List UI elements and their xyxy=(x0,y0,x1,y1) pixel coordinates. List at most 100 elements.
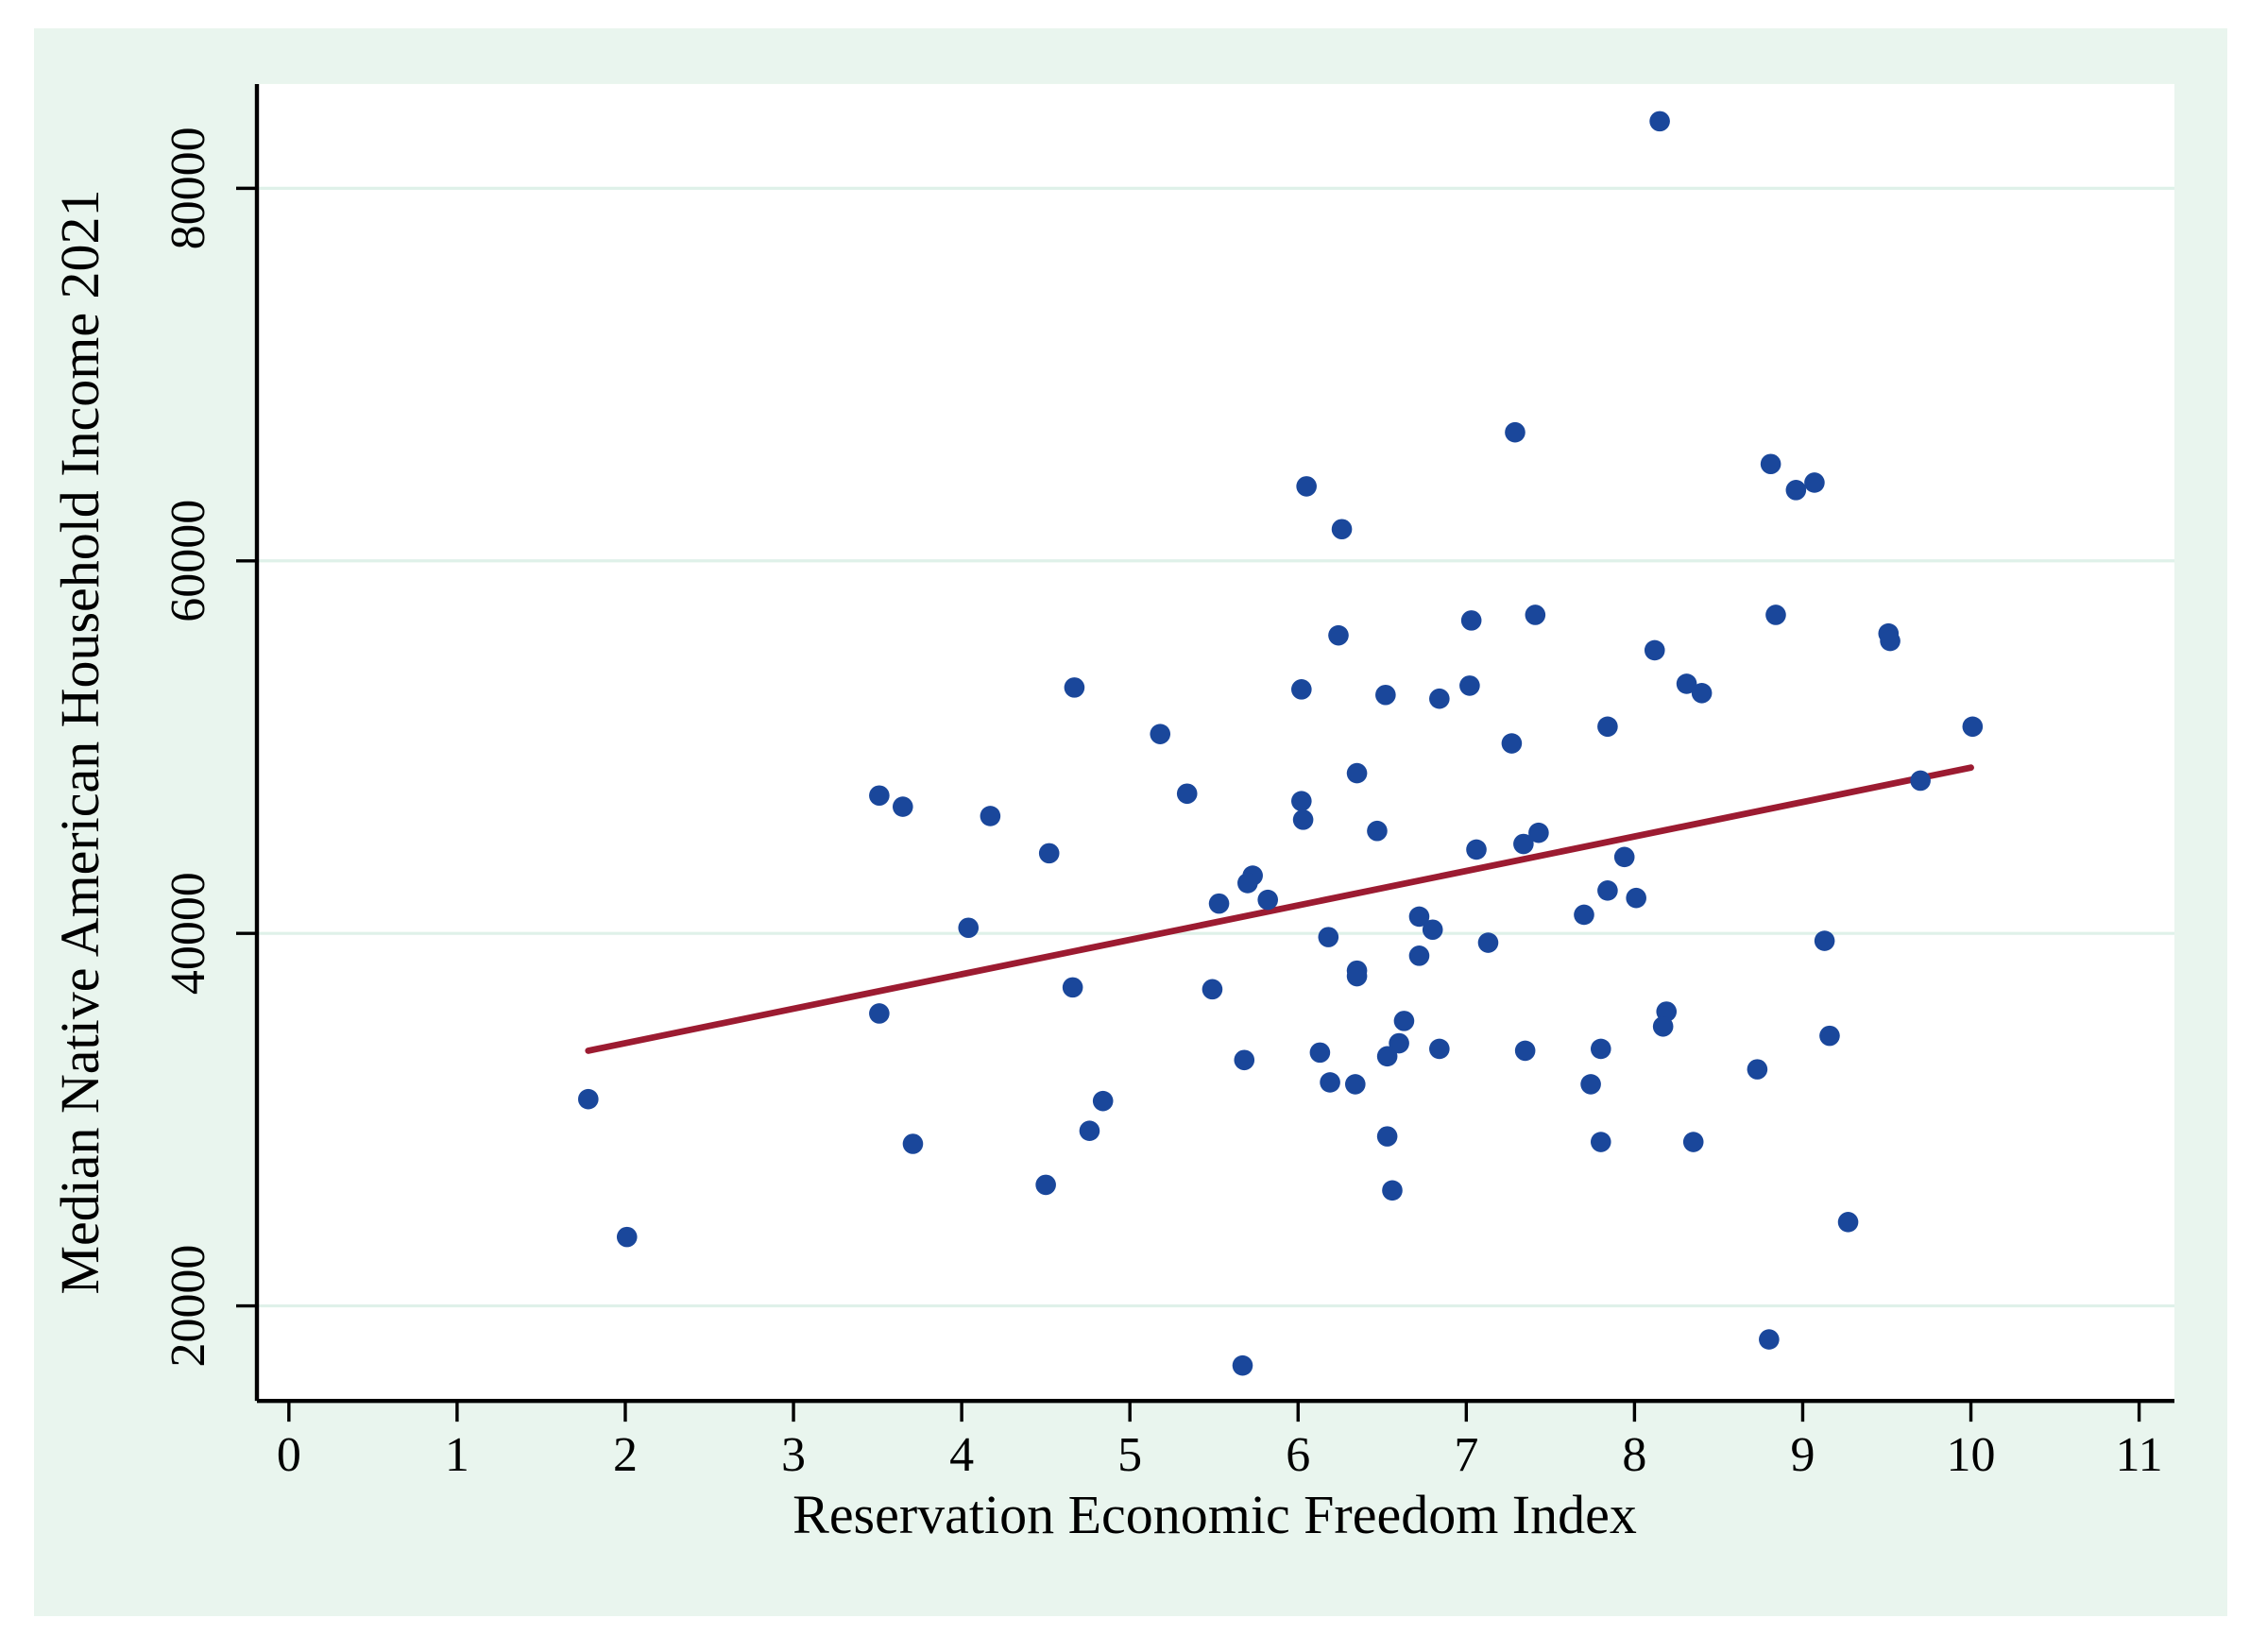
scatter-point xyxy=(980,806,1001,826)
scatter-point xyxy=(1035,1174,1056,1196)
scatter-point xyxy=(1574,904,1594,926)
x-axis-title: Reservation Economic Freedom Index xyxy=(793,1484,1637,1545)
scatter-point xyxy=(1460,610,1482,631)
scatter-point xyxy=(1580,1074,1601,1095)
y-tick-label: 20000 xyxy=(162,1245,215,1368)
scatter-point xyxy=(1376,1046,1398,1067)
x-tick-label: 11 xyxy=(2116,1428,2163,1482)
scatter-point xyxy=(616,1226,638,1248)
scatter-point xyxy=(1408,906,1430,928)
y-axis-title: Median Native American Household Income … xyxy=(49,190,111,1295)
x-tick-label: 3 xyxy=(781,1428,806,1482)
x-tick-label: 9 xyxy=(1790,1428,1815,1482)
scatter-point xyxy=(1375,684,1396,706)
scatter-point xyxy=(1376,1126,1398,1147)
scatter-point xyxy=(1346,762,1368,784)
y-tick-label: 60000 xyxy=(162,500,215,622)
scatter-point xyxy=(1346,965,1368,987)
scatter-point xyxy=(1389,1032,1409,1054)
scatter-point xyxy=(577,1088,599,1110)
scatter-point xyxy=(1176,783,1198,805)
x-tick-label: 2 xyxy=(613,1428,638,1482)
y-tick-label: 80000 xyxy=(162,127,215,249)
scatter-point xyxy=(1408,945,1430,966)
scatter-point xyxy=(1296,476,1317,497)
scatter-point xyxy=(1880,630,1901,652)
x-tick-label: 4 xyxy=(949,1428,974,1482)
scatter-point xyxy=(1459,675,1480,696)
x-tick-label: 1 xyxy=(445,1428,469,1482)
scatter-point xyxy=(1092,1090,1114,1112)
scatter-point xyxy=(1590,1038,1611,1060)
scatter-point xyxy=(1597,880,1618,901)
y-tick-label: 40000 xyxy=(162,872,215,995)
scatter-point xyxy=(1257,889,1279,911)
scatter-point xyxy=(1062,977,1083,998)
scatter-point xyxy=(1422,919,1443,941)
scatter-point xyxy=(1785,480,1807,501)
scatter-point xyxy=(1466,839,1487,860)
scatter-point xyxy=(1208,893,1230,914)
scatter-point xyxy=(869,1003,890,1024)
scatter-point xyxy=(1331,519,1353,540)
scatter-point xyxy=(1676,673,1697,694)
scatter-point xyxy=(1382,1180,1403,1201)
x-tick-label: 8 xyxy=(1622,1428,1646,1482)
scatter-point xyxy=(1291,679,1312,700)
plot-layers: 20000 40000 60000 80000 0 1 2 3 4 5 6 7 8 9 10 11 xyxy=(34,27,2227,1617)
scatter-point xyxy=(1765,605,1786,625)
scatter-point xyxy=(1759,1329,1780,1350)
scatter-point xyxy=(1747,1059,1768,1080)
scatter-point xyxy=(1328,624,1349,646)
scatter-point xyxy=(1819,1025,1840,1047)
scatter-point xyxy=(1513,833,1534,855)
scatter-point xyxy=(1202,979,1223,1000)
scatter-point xyxy=(1237,873,1258,894)
scatter-point xyxy=(1613,846,1635,868)
scatter-point xyxy=(1525,605,1546,625)
scatter-point xyxy=(1682,1132,1704,1152)
scatter-point xyxy=(1528,822,1549,843)
scatter-point xyxy=(1514,1040,1536,1062)
x-tick-label: 0 xyxy=(277,1428,301,1482)
trend-line xyxy=(585,764,1974,1054)
scatter-point xyxy=(1393,1011,1415,1031)
x-tick-label: 7 xyxy=(1454,1428,1478,1482)
x-tick-label: 6 xyxy=(1286,1428,1310,1482)
scatter-point xyxy=(1079,1120,1100,1142)
scatter-point xyxy=(1691,682,1713,704)
scatter-point xyxy=(1309,1042,1331,1064)
scatter-point xyxy=(1501,733,1523,754)
scatter-point xyxy=(1597,716,1618,738)
scatter-point xyxy=(1318,927,1339,947)
scatter-point xyxy=(1910,770,1931,792)
scatter-point xyxy=(902,1133,924,1154)
plot-area xyxy=(257,83,2174,1402)
scatter-point xyxy=(1038,843,1060,864)
scatter-point xyxy=(1644,639,1665,661)
scatter-point xyxy=(1626,887,1646,909)
scatter-point xyxy=(1367,820,1388,842)
scatter-point xyxy=(1320,1072,1340,1093)
scatter-point xyxy=(958,917,980,939)
scatter-point xyxy=(1477,932,1499,953)
scatter-point xyxy=(1234,1049,1255,1071)
scatter-point xyxy=(869,785,890,807)
scatter-point xyxy=(1064,677,1085,698)
scatter-point xyxy=(1649,111,1670,132)
scatter-point xyxy=(1837,1212,1859,1233)
x-tick-label: 10 xyxy=(1947,1428,1996,1482)
x-tick-label: 5 xyxy=(1117,1428,1142,1482)
scatter-point xyxy=(1429,1038,1450,1060)
scatter-point xyxy=(892,796,913,817)
scatter-point xyxy=(1814,930,1835,951)
scatter-point xyxy=(1652,1015,1674,1037)
scatter-point xyxy=(1232,1354,1253,1376)
scatter-point xyxy=(1590,1132,1611,1152)
scatter-point xyxy=(1344,1074,1366,1095)
scatter-point xyxy=(1150,724,1171,744)
scatter-point xyxy=(1429,688,1450,709)
scatter-point xyxy=(1292,809,1314,830)
scatter-point xyxy=(1804,472,1825,493)
